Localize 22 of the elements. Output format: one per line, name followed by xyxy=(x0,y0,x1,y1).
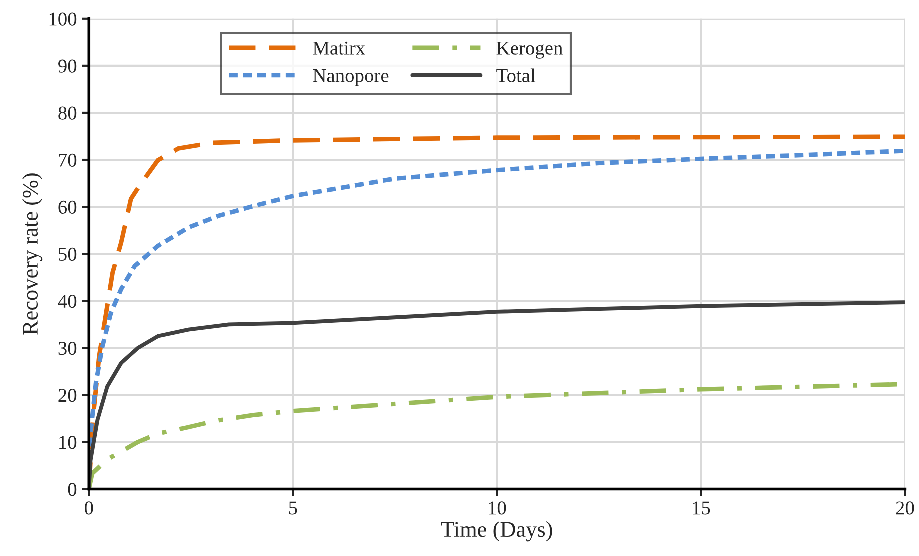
y-tick-label: 90 xyxy=(58,60,77,73)
y-tick-label: 100 xyxy=(50,12,77,26)
legend-label: Total xyxy=(496,68,536,82)
legend-label: Kerogen xyxy=(496,42,563,59)
y-axis-title: Recovery rate (%) xyxy=(22,174,43,335)
y-tick-label: 20 xyxy=(58,389,77,402)
x-tick-label: 20 xyxy=(896,502,914,515)
y-tick-label: 40 xyxy=(58,294,77,308)
legend-label: Matirx xyxy=(313,42,366,55)
y-tick-label: 30 xyxy=(58,342,77,356)
x-axis-title: Time (Days) xyxy=(442,521,552,542)
x-tick-label: 15 xyxy=(693,502,710,515)
y-tick-label: 10 xyxy=(60,436,77,450)
y-tick-label: 80 xyxy=(58,106,77,120)
y-tick-label: 70 xyxy=(59,154,77,167)
y-tick-label: 50 xyxy=(59,248,77,262)
x-tick-label: 10 xyxy=(489,502,506,515)
y-tick-label: 60 xyxy=(58,200,77,214)
x-tick-label: 5 xyxy=(289,502,298,515)
y-tick-label: 0 xyxy=(68,483,77,496)
x-tick-label: 0 xyxy=(85,502,94,515)
legend-label: Nanopore xyxy=(313,69,389,86)
